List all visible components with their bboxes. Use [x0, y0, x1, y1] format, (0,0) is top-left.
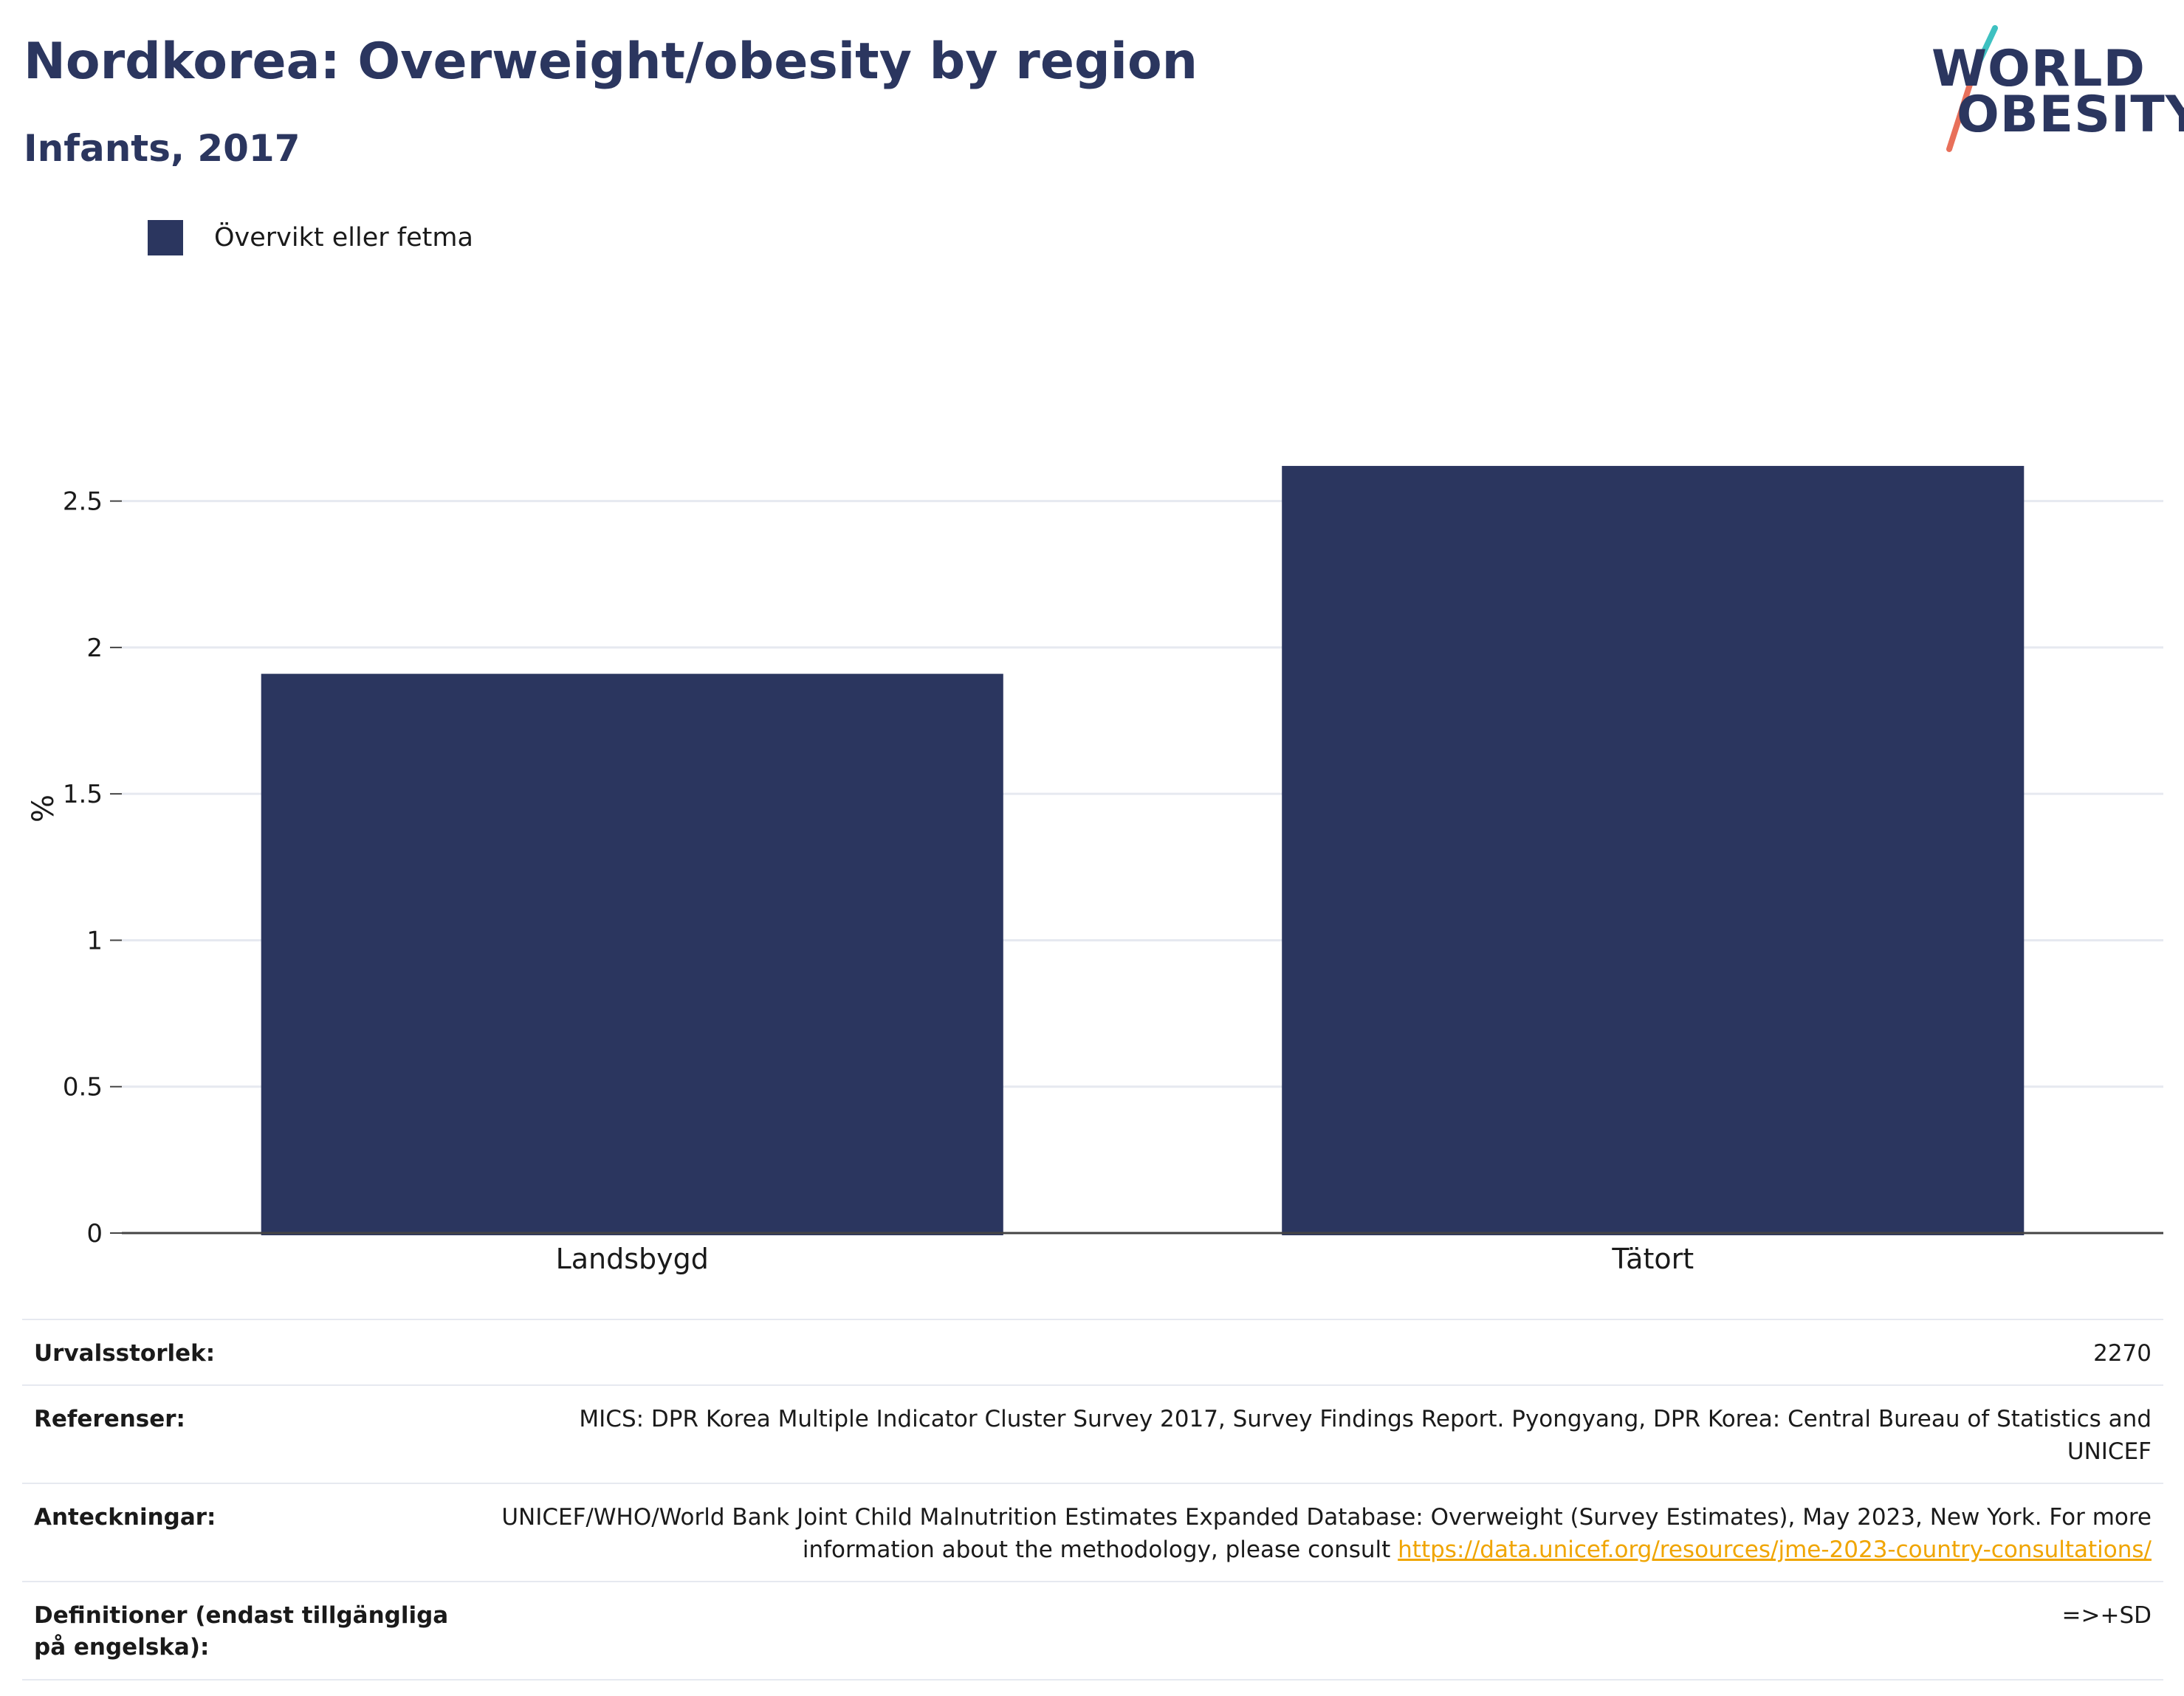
y-tick-label: 1.5	[63, 780, 103, 809]
chart-subtitle: Infants, 2017	[24, 127, 301, 170]
notes-value: UNICEF/WHO/World Bank Joint Child Malnut…	[501, 1504, 2152, 1563]
info-table: Urvalsstorlek: 2270 Referenser: MICS: DP…	[22, 1319, 2163, 1680]
notes-cell: UNICEF/WHO/World Bank Joint Child Malnut…	[489, 1483, 2163, 1582]
references-value: MICS: DPR Korea Multiple Indicator Clust…	[579, 1406, 2152, 1465]
bar-chart: 0 0.5 1 1.5 2 2.5 Landsbygd Tätort%	[27, 466, 2163, 1275]
legend-swatch	[148, 220, 183, 255]
x-tick-label: Landsbygd	[556, 1243, 709, 1275]
y-tick-label: 1	[86, 926, 103, 955]
bar	[1282, 466, 2025, 1236]
sample-size-label: Urvalsstorlek:	[34, 1340, 216, 1367]
y-tick-label: 2.5	[63, 487, 103, 517]
world-obesity-logo[interactable]: WORLD OBESITY	[1927, 22, 2184, 155]
info-row-notes: Anteckningar: UNICEF/WHO/World Bank Join…	[22, 1483, 2163, 1582]
bar	[261, 673, 1003, 1235]
y-tick-label: 2	[86, 634, 103, 663]
info-row-sample: Urvalsstorlek: 2270	[22, 1319, 2163, 1385]
definitions-value: =>+SD	[2061, 1601, 2152, 1629]
references-label: Referenser:	[34, 1406, 185, 1433]
legend[interactable]: Övervikt eller fetma	[148, 220, 473, 255]
x-tick-label: Tätort	[1611, 1243, 1694, 1275]
definitions-label: Definitioner (endast tillgängliga på eng…	[34, 1601, 449, 1661]
y-tick-label: 0.5	[63, 1073, 103, 1102]
notes-label: Anteckningar:	[34, 1504, 216, 1531]
chart-title: Nordkorea: Overweight/obesity by region	[24, 32, 1198, 91]
notes-link[interactable]: https://data.unicef.org/resources/jme-20…	[1398, 1536, 2152, 1563]
logo-line2: OBESITY	[1957, 86, 2184, 144]
info-row-definitions: Definitioner (endast tillgängliga på eng…	[22, 1581, 2163, 1680]
logo-slash-icon	[1946, 25, 1998, 152]
legend-label: Övervikt eller fetma	[214, 223, 473, 253]
y-axis-label: %	[27, 794, 61, 823]
sample-size-value: 2270	[2093, 1340, 2152, 1367]
logo-line1: WORLD	[1931, 40, 2146, 98]
y-tick-label: 0	[86, 1219, 103, 1249]
info-row-references: Referenser: MICS: DPR Korea Multiple Ind…	[22, 1385, 2163, 1483]
